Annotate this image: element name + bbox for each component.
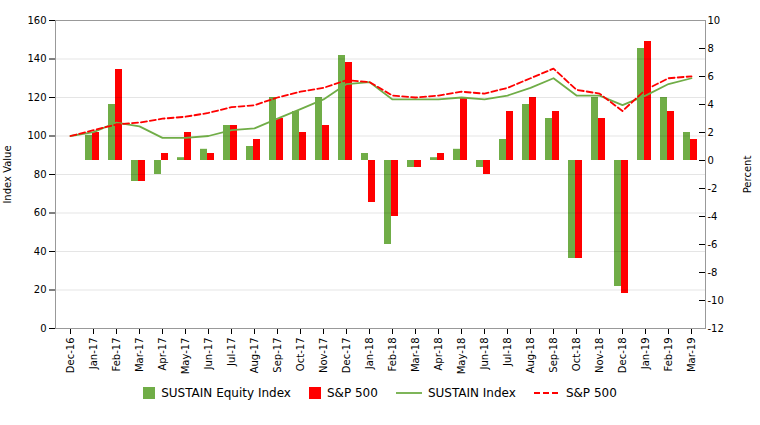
svg-text:Mar-19: Mar-19 [686,338,697,373]
svg-text:Feb-17: Feb-17 [111,338,122,372]
svg-text:Mar-17: Mar-17 [134,338,145,373]
svg-text:-12: -12 [708,323,724,334]
svg-text:40: 40 [34,246,47,257]
svg-text:6: 6 [708,71,714,82]
svg-text:0: 0 [40,323,46,334]
svg-text:Dec-16: Dec-16 [65,338,76,374]
html-text:S&P 500: S&P 500 [326,386,378,400]
svg-text:80: 80 [34,169,47,180]
html-text:SUSTAIN Equity Index: SUSTAIN Equity Index [161,386,291,400]
svg-text:Jan-17: Jan-17 [88,338,99,371]
svg-text:20: 20 [34,284,47,295]
svg-text:4: 4 [708,99,714,110]
svg-text:-6: -6 [708,239,718,250]
svg-text:May-18: May-18 [456,338,467,375]
svg-text:Sep-17: Sep-17 [272,338,283,373]
html-text:S&P 500: S&P 500 [565,386,617,400]
svg-text:8: 8 [708,43,714,54]
svg-text:-10: -10 [708,295,724,306]
svg-text:Jan-18: Jan-18 [364,338,375,371]
svg-text:2: 2 [708,127,714,138]
svg-text:Oct-17: Oct-17 [295,338,306,372]
svg-text:Dec-17: Dec-17 [341,338,352,374]
svg-text:Jun-18: Jun-18 [479,338,490,371]
svg-text:140: 140 [27,53,46,64]
svg-text:Oct-18: Oct-18 [571,338,582,372]
svg-text:May-17: May-17 [180,338,191,375]
svg-text:Jul-18: Jul-18 [502,338,513,367]
svg-text:60: 60 [34,207,47,218]
svg-text:Mar-18: Mar-18 [410,338,421,373]
svg-text:160: 160 [27,15,46,26]
svg-text:-8: -8 [708,267,718,278]
svg-text:-2: -2 [708,183,718,194]
svg-text:Dec-18: Dec-18 [617,338,628,374]
svg-text:Apr-17: Apr-17 [157,338,168,371]
svg-text:Percent: Percent [742,156,753,194]
svg-text:Index Value: Index Value [2,145,13,203]
svg-text:Jan-19: Jan-19 [640,338,651,371]
html-text:SUSTAIN Index: SUSTAIN Index [427,386,516,400]
svg-text:100: 100 [27,130,46,141]
svg-text:Feb-18: Feb-18 [387,338,398,372]
svg-text:Jun-17: Jun-17 [203,338,214,371]
svg-text:Jul-17: Jul-17 [226,338,237,367]
svg-text:Aug-17: Aug-17 [249,338,260,374]
svg-text:0: 0 [708,155,714,166]
svg-text:-4: -4 [708,211,718,222]
svg-text:10: 10 [708,15,721,26]
svg-text:120: 120 [27,92,46,103]
svg-text:Aug-18: Aug-18 [525,338,536,374]
svg-text:Nov-17: Nov-17 [318,338,329,374]
svg-text:Apr-18: Apr-18 [433,338,444,371]
svg-text:Nov-18: Nov-18 [594,338,605,374]
svg-text:Sep-18: Sep-18 [548,338,559,373]
svg-text:Feb-19: Feb-19 [663,338,674,372]
